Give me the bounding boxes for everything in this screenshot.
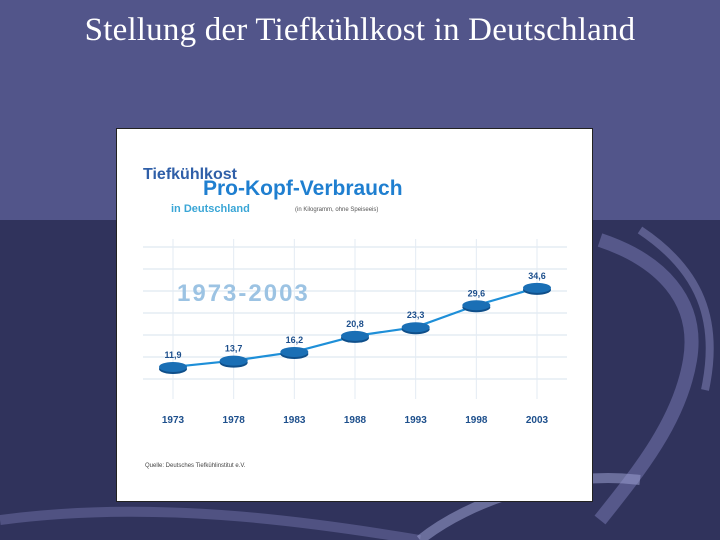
chart-grid [143,239,567,399]
x-tick-label: 1998 [465,415,488,426]
data-point [341,330,369,341]
data-label: 23,3 [407,310,425,320]
data-point [462,300,491,311]
x-tick-label: 1983 [283,415,306,426]
data-label: 29,6 [468,288,486,298]
data-label: 16,2 [286,335,304,345]
data-label: 34,6 [528,271,546,281]
chart-series: 11,9 13,7 16,2 20,8 23,3 29,6 34,6 [159,271,551,374]
data-label: 20,8 [346,319,364,329]
data-label: 13,7 [225,344,243,354]
data-point [159,361,187,372]
data-point [523,282,551,293]
chart: Tiefkühlkost Pro-Kopf-Verbrauch in Deuts… [143,166,567,469]
chart-title-line1: Tiefkühlkost [143,166,238,183]
data-point [280,346,309,357]
x-tick-label: 1973 [162,415,185,426]
x-tick-label: 1978 [223,415,246,426]
chart-unit-note: (in Kilogramm, ohne Speiseeis) [295,207,378,213]
chart-title-line3: in Deutschland [171,203,250,215]
data-point [401,322,430,333]
chart-x-ticks: 1973 1978 1983 1988 1993 1998 2003 [162,415,549,426]
data-label: 11,9 [164,350,181,360]
x-tick-label: 2003 [526,415,549,426]
slide-title: Stellung der Tiefkühlkost in Deutschland [84,12,636,48]
x-tick-label: 1993 [405,415,428,426]
x-tick-label: 1988 [344,415,367,426]
chart-source: Quelle: Deutsches Tiefkühlinstitut e.V. [145,463,246,469]
chart-period-label: 1973-2003 [177,280,310,307]
chart-title-line2: Pro-Kopf-Verbrauch [203,177,403,200]
data-point [219,355,248,366]
chart-panel: Tiefkühlkost Pro-Kopf-Verbrauch in Deuts… [116,128,593,502]
